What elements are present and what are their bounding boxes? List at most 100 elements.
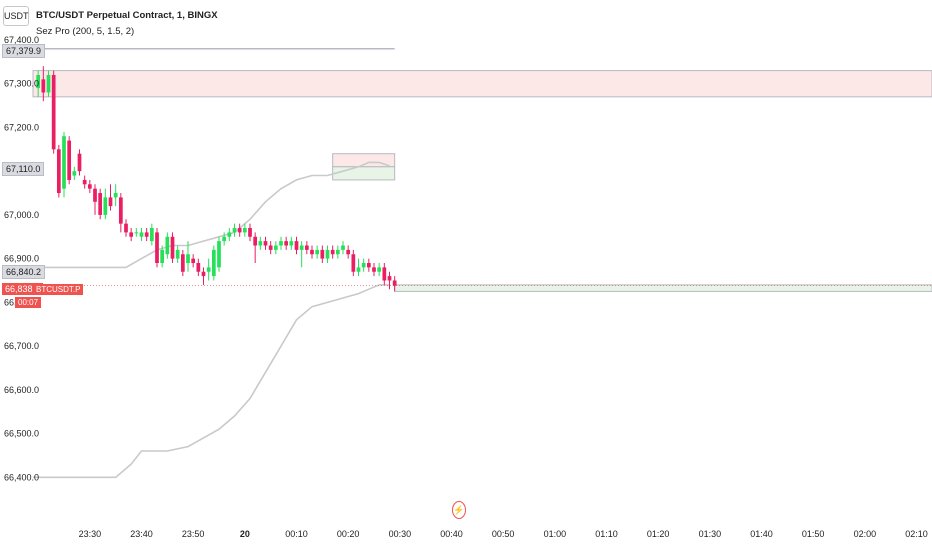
candle-body — [351, 254, 356, 272]
candle — [279, 236, 283, 250]
upper-price-label: 67,110.0 — [2, 162, 45, 176]
candle — [186, 241, 190, 272]
candle-body — [56, 149, 61, 194]
unit-button[interactable]: USDT — [3, 6, 29, 26]
candle — [377, 263, 382, 277]
candle — [284, 236, 289, 250]
candle — [351, 249, 356, 277]
x-axis[interactable]: 23:30 23:40 23:50 20 00:10 00:20 00:30 00:40 00:… — [79, 529, 932, 539]
candle-body — [366, 263, 371, 268]
candle-body — [237, 228, 242, 233]
y-tick-label: 67,300.0 — [4, 79, 39, 89]
candle-body — [232, 228, 237, 233]
candle — [118, 193, 123, 233]
candle — [217, 236, 221, 272]
candle — [341, 241, 345, 255]
candle — [103, 188, 108, 220]
candle-body — [160, 249, 165, 263]
candle-body — [372, 267, 376, 272]
candle — [315, 245, 320, 259]
candle — [155, 228, 159, 268]
candle — [335, 245, 340, 259]
candle-body — [217, 241, 221, 268]
candle-body — [211, 249, 216, 277]
candle — [165, 232, 170, 259]
candle — [149, 223, 154, 246]
candle-body — [165, 236, 170, 255]
candle — [134, 228, 139, 237]
candle — [263, 236, 268, 250]
x-tick-label: 01:20 — [647, 529, 670, 539]
candle — [175, 245, 180, 263]
x-tick-label: 02:00 — [854, 529, 877, 539]
countdown-label: 00:07 — [15, 297, 42, 308]
candle-body — [124, 223, 128, 233]
band-layer — [33, 161, 390, 479]
zones-layer — [32, 48, 932, 292]
candle-body — [87, 184, 92, 189]
candle — [108, 184, 113, 211]
lightning-icon[interactable]: ⚡ — [452, 501, 466, 519]
candle-body — [325, 249, 330, 259]
candle-body — [67, 140, 72, 180]
band-lower-line — [33, 284, 390, 479]
candle — [41, 66, 46, 102]
lower-price-label: 66,840.2 — [2, 265, 46, 279]
candle-body — [46, 74, 51, 93]
candle-body — [279, 241, 283, 246]
last-price-label: 66,838.4 — [2, 283, 44, 295]
supply-zone-0 — [32, 70, 932, 98]
candle-body — [227, 232, 232, 237]
candle — [196, 258, 201, 277]
candle-body — [41, 79, 46, 93]
candle — [93, 184, 97, 215]
candle — [160, 245, 165, 268]
candle — [237, 223, 242, 237]
candle-body — [284, 241, 289, 246]
candle-body — [93, 188, 97, 202]
candle-body — [335, 249, 340, 255]
candle — [232, 223, 237, 237]
x-tick-label: 01:00 — [544, 529, 567, 539]
candle — [98, 188, 103, 220]
indicator-title[interactable]: Sez Pro (200, 5, 1.5, 2) — [36, 26, 135, 37]
candle — [144, 228, 149, 242]
symbol-tag: BTCUSDT.P — [33, 284, 84, 295]
candle-body — [113, 193, 118, 198]
candle-body — [98, 193, 103, 215]
x-tick-label: 23:40 — [130, 529, 153, 539]
x-tick-label: 00:50 — [492, 529, 515, 539]
candle — [304, 241, 309, 255]
candle-body — [248, 228, 252, 237]
candle-body — [196, 263, 201, 272]
y-tick-label: 67,000.0 — [4, 210, 39, 220]
candle-body — [36, 74, 41, 89]
candle — [392, 276, 397, 292]
candle-body — [72, 171, 77, 176]
candle — [258, 236, 263, 250]
candle — [201, 267, 206, 285]
candle-body — [206, 267, 211, 272]
candle-body — [201, 271, 206, 277]
candle-body — [315, 249, 320, 255]
candle — [325, 245, 330, 263]
candle-body — [62, 136, 66, 189]
candles-layer — [36, 66, 397, 292]
candle-body — [144, 232, 149, 237]
candle-body — [258, 241, 263, 246]
candle-body — [382, 267, 387, 281]
candle-body — [330, 249, 335, 255]
candle — [361, 258, 366, 272]
candle-body — [180, 254, 185, 272]
candle-body — [310, 249, 314, 255]
y-axis[interactable]: 67,400.067,300.067,200.067,100.067,000.0… — [4, 35, 39, 482]
candle — [36, 70, 41, 97]
candle-body — [304, 245, 309, 250]
candle — [366, 258, 371, 272]
candle — [191, 254, 196, 268]
candle — [87, 179, 92, 194]
candle — [253, 232, 258, 263]
candle — [227, 228, 232, 242]
x-tick-label: 23:50 — [182, 529, 205, 539]
